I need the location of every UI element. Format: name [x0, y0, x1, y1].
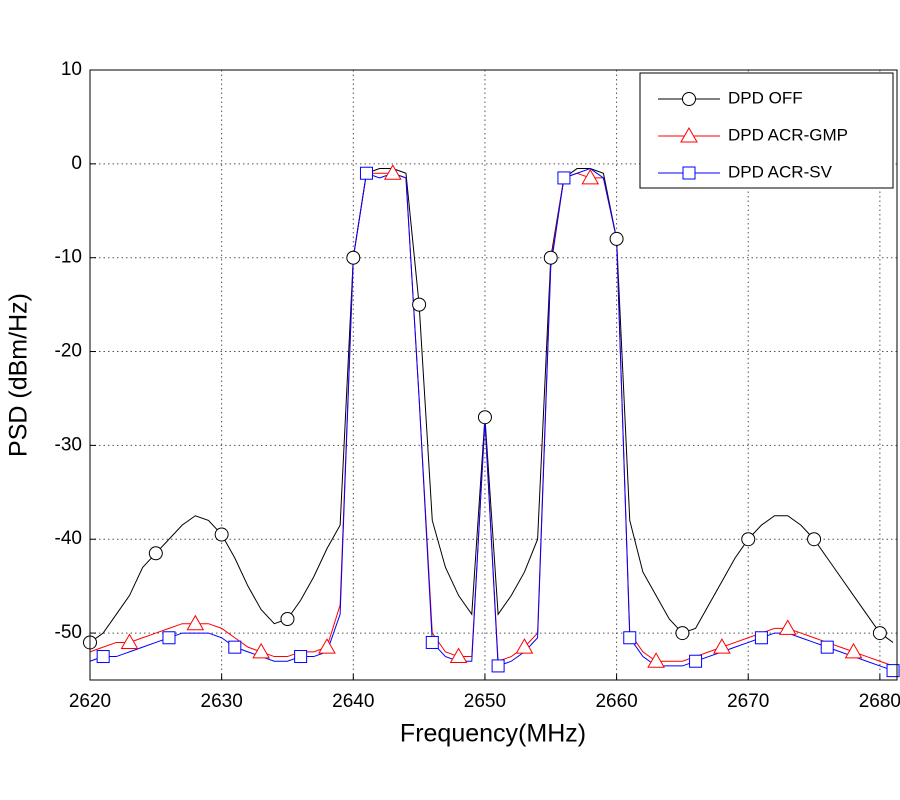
plot-frame	[89, 69, 898, 681]
marker	[477, 410, 492, 425]
y-tick-label: -10	[55, 247, 82, 268]
marker	[778, 619, 797, 635]
marker	[675, 626, 690, 641]
x-tick-label: 2650	[464, 691, 506, 712]
marker	[754, 631, 768, 645]
x-tick-label: 2630	[201, 691, 243, 712]
x-tick-label: 2640	[332, 691, 374, 712]
x-tick-label: 2620	[69, 691, 111, 712]
legend-label: DPD ACR-GMP	[728, 125, 848, 144]
x-tick-label: 2670	[727, 691, 769, 712]
x-tick-label: 2680	[859, 691, 900, 712]
marker	[425, 635, 439, 649]
y-tick-label: 0	[71, 153, 82, 174]
marker	[807, 532, 822, 547]
marker	[449, 647, 468, 664]
marker	[820, 640, 834, 654]
marker	[609, 231, 624, 246]
y-tick-label: -50	[55, 622, 82, 643]
legend-marker	[682, 166, 696, 180]
y-axis-title: PSD (dBm/Hz)	[5, 293, 33, 457]
y-tick-label: -20	[55, 341, 82, 362]
marker	[713, 638, 731, 654]
marker	[741, 532, 756, 547]
legend-label: DPD OFF	[728, 88, 803, 107]
marker	[623, 631, 637, 645]
marker	[581, 168, 600, 185]
marker	[647, 652, 665, 668]
legend-box	[639, 72, 894, 189]
marker	[515, 638, 534, 654]
legend: DPD OFF DPD ACR-GMP DPD ACR-SV	[639, 72, 894, 189]
marker	[886, 664, 900, 678]
marker	[252, 642, 271, 659]
y-tick-label: -40	[55, 528, 82, 549]
marker	[228, 640, 242, 654]
legend-marker	[682, 92, 696, 106]
x-axis-title: Frequency(MHz)	[400, 720, 586, 748]
marker	[148, 546, 163, 561]
marker	[318, 638, 336, 654]
marker	[844, 642, 863, 659]
marker	[280, 612, 295, 626]
marker	[96, 650, 110, 664]
marker	[412, 297, 427, 312]
x-tick-label: 2660	[595, 691, 637, 712]
marker	[186, 614, 205, 631]
marker	[346, 250, 361, 265]
y-tick-label: 10	[61, 59, 82, 80]
marker	[294, 650, 308, 664]
marker	[214, 527, 229, 542]
y-tick-label: -30	[55, 434, 82, 455]
marker	[872, 626, 887, 641]
marker	[491, 659, 505, 673]
marker	[689, 654, 703, 668]
legend-label: DPD ACR-SV	[728, 162, 833, 181]
marker	[162, 631, 176, 645]
marker	[383, 164, 402, 180]
marker	[543, 250, 558, 265]
marker	[359, 166, 373, 180]
legend-marker	[680, 126, 698, 143]
marker	[557, 171, 571, 185]
marker	[120, 633, 139, 649]
